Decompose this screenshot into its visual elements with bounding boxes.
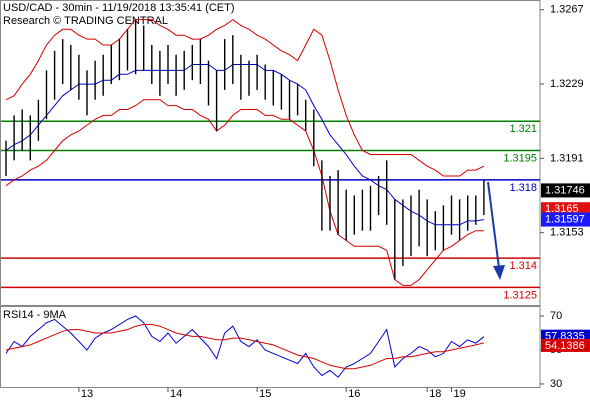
level-label: 1.3195 xyxy=(503,152,537,164)
level-label: 1.314 xyxy=(509,260,537,272)
price-tag-label: 1.31597 xyxy=(545,213,585,225)
level-label: 1.3125 xyxy=(503,289,537,301)
band-line xyxy=(5,64,484,226)
arrow-head xyxy=(493,265,505,280)
price-tag-label: 1.3165 xyxy=(545,203,579,215)
price-tag xyxy=(541,212,590,227)
price-tag-label: 1.31746 xyxy=(545,184,585,196)
y-tick-label: 1.3191 xyxy=(550,152,584,164)
y-tick-label: 1.3229 xyxy=(550,78,584,90)
x-tick-label: 19 xyxy=(454,388,466,400)
rsi-line xyxy=(5,324,485,370)
x-tick-label: 14 xyxy=(170,388,182,400)
y-tick-label: 70 xyxy=(550,310,562,322)
level-label: 1.321 xyxy=(509,123,537,135)
arrow-shaft xyxy=(487,181,500,269)
rsi-tag-label: 54.1386 xyxy=(545,340,585,352)
y-tick-label: 1.3153 xyxy=(550,227,584,239)
x-tick-label: 15 xyxy=(259,388,271,400)
x-tick-label: 13 xyxy=(81,388,93,400)
x-tick-label: 18 xyxy=(429,388,441,400)
price-frame xyxy=(0,0,541,306)
band-line xyxy=(5,18,485,177)
forecast-arrow xyxy=(487,181,505,280)
rsi-line xyxy=(5,315,485,378)
y-tick-label: 1.3267 xyxy=(550,4,584,16)
chart-subtitle: Research © TRADING CENTRAL xyxy=(3,15,168,27)
level-label: 1.318 xyxy=(509,182,537,194)
chart-title: USD/CAD - 30min - 11/19/2018 13:35:41 (C… xyxy=(3,2,235,14)
x-tick-label: 16 xyxy=(348,388,360,400)
rsi-frame xyxy=(0,306,541,388)
plot: 1.3267 1.3229 1.3191 1.3153 1.321 1.3195 1.318… xyxy=(1,4,590,400)
band-line xyxy=(5,99,484,286)
price-tag xyxy=(541,183,590,198)
y-tick-label: 30 xyxy=(550,378,562,390)
rsi-tag xyxy=(541,338,590,352)
rsi-title: RSI14 - 9MA xyxy=(3,309,67,321)
